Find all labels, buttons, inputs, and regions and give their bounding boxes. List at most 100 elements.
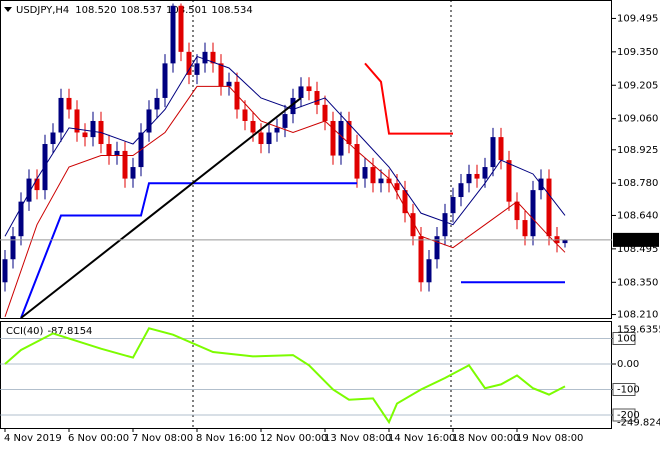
indicator-line — [20, 182, 357, 319]
y-tick-label: 109.350 — [617, 47, 658, 58]
candle-body — [370, 167, 376, 184]
candle-body — [106, 144, 112, 156]
cci-panel — [0, 321, 612, 429]
candle-body — [410, 213, 416, 237]
level-box — [612, 331, 636, 345]
header: USDJPY,H4 108.520 108.537 108.501 108.534 — [16, 5, 253, 16]
candle-body — [114, 150, 120, 156]
indicator-line — [4, 55, 566, 237]
candle-body — [122, 150, 128, 179]
candle-body — [482, 167, 488, 179]
symbol-arrow — [4, 7, 12, 12]
candle-body — [42, 144, 48, 191]
current-price-label: 108.534 — [616, 235, 657, 246]
candle-body — [26, 178, 32, 202]
candle-body — [50, 132, 56, 145]
candle-body — [474, 173, 480, 179]
y-tick-label: -100 — [617, 384, 640, 395]
candle-body — [450, 197, 456, 214]
ohlc-open: 108.520 — [75, 5, 116, 16]
cci-title: CCI(40) — [6, 326, 44, 337]
y-tick-label: 0.00 — [617, 359, 639, 370]
candle-body — [514, 201, 520, 221]
ohlc-high: 108.537 — [121, 5, 162, 16]
candle-body — [66, 97, 72, 110]
ohlc-low: 108.501 — [166, 5, 207, 16]
candle-body — [426, 259, 432, 283]
candle-body — [274, 127, 280, 133]
candle-body — [250, 120, 256, 133]
candle-body — [394, 183, 400, 191]
level-box — [612, 408, 636, 422]
candle-body — [354, 144, 360, 179]
candle-body — [2, 259, 8, 283]
candle-body — [186, 51, 192, 75]
level-box — [612, 382, 636, 396]
candle-body — [306, 86, 312, 92]
candle-body — [338, 120, 344, 156]
candle-body — [290, 97, 296, 115]
candle-body — [442, 213, 448, 237]
cci-label: CCI(40) -87.8154 — [6, 326, 92, 337]
y-tick-label: 109.060 — [617, 114, 658, 125]
candle-body — [546, 178, 552, 237]
scale-label: 159.6355 — [617, 324, 660, 335]
candle-body — [10, 236, 16, 260]
ohlc-close: 108.534 — [211, 5, 252, 16]
candle-body — [402, 190, 408, 214]
candle-body — [178, 5, 184, 52]
candle-body — [170, 5, 176, 64]
y-tick-label: 109.205 — [617, 80, 658, 91]
candle-body — [362, 167, 368, 179]
indicator-line — [4, 85, 566, 318]
x-tick-label: 18 Nov 00:00 — [452, 433, 519, 444]
candle-body — [498, 137, 504, 161]
y-tick-label: 108.925 — [617, 145, 658, 156]
candle-body — [90, 120, 96, 138]
y-tick-label: 100 — [617, 333, 636, 344]
y-tick-label: 108.350 — [617, 277, 658, 288]
candle-body — [434, 236, 440, 260]
candle-body — [386, 178, 392, 184]
candle-body — [242, 109, 248, 121]
current-price-box — [613, 232, 659, 247]
x-tick-label: 13 Nov 08:00 — [324, 433, 391, 444]
x-tick-label: 14 Nov 16:00 — [388, 433, 455, 444]
candle-body — [58, 97, 64, 133]
x-tick-label: 12 Nov 00:00 — [260, 433, 327, 444]
x-tick-label: 7 Nov 08:00 — [132, 433, 193, 444]
candle-body — [418, 236, 424, 283]
candle-body — [146, 109, 152, 133]
candle-body — [490, 137, 496, 168]
candle-body — [466, 173, 472, 184]
y-tick-label: -200 — [617, 410, 640, 421]
cci-line — [4, 327, 566, 425]
candle-body — [530, 190, 536, 237]
candle-body — [506, 160, 512, 202]
y-tick-label: 108.210 — [617, 310, 658, 321]
candle-body — [154, 97, 160, 110]
candle-body — [282, 114, 288, 128]
candle-body — [130, 167, 136, 179]
candle-body — [162, 63, 168, 98]
cci-value: -87.8154 — [47, 326, 92, 337]
x-tick-label: 4 Nov 2019 — [4, 433, 62, 444]
candle-body — [82, 132, 88, 138]
candle-body — [18, 201, 24, 237]
candle-body — [202, 51, 208, 64]
candle-body — [346, 120, 352, 145]
candle-body — [218, 63, 224, 87]
candle-body — [314, 91, 320, 105]
candle-body — [210, 51, 216, 64]
y-tick-label: 109.495 — [617, 13, 658, 24]
candle-body — [194, 63, 200, 75]
indicator-line — [20, 97, 302, 319]
scale-label: -249.8241 — [617, 418, 660, 429]
x-tick-label: 8 Nov 16:00 — [196, 433, 257, 444]
candle-body — [458, 183, 464, 198]
y-tick-label: 108.780 — [617, 178, 658, 189]
x-tick-label: 6 Nov 00:00 — [68, 433, 129, 444]
candle-body — [298, 86, 304, 98]
